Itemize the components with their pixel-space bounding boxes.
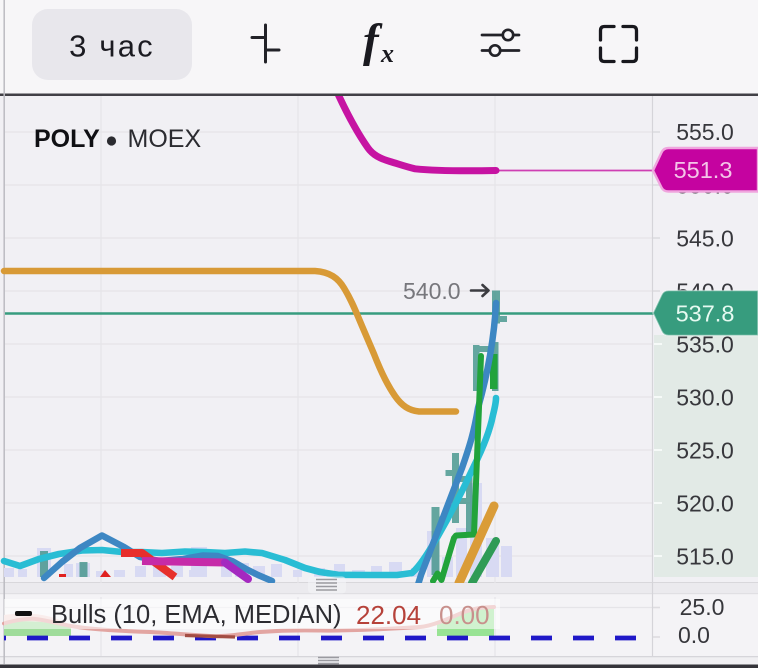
svg-text:555.0: 555.0 xyxy=(676,119,734,145)
svg-text:22.04: 22.04 xyxy=(356,600,421,630)
svg-text:Bulls (10, EMA, MEDIAN): Bulls (10, EMA, MEDIAN) xyxy=(51,601,341,629)
svg-text:f: f xyxy=(363,15,383,67)
svg-text:x: x xyxy=(380,39,394,68)
svg-text:530.0: 530.0 xyxy=(676,385,734,411)
svg-text:551.3: 551.3 xyxy=(674,157,733,183)
svg-text:545.0: 545.0 xyxy=(676,226,734,252)
svg-text:MOEX: MOEX xyxy=(128,125,202,153)
svg-text:0.00: 0.00 xyxy=(439,600,490,630)
svg-text:0.0: 0.0 xyxy=(678,622,710,648)
svg-text:537.8: 537.8 xyxy=(676,301,735,327)
svg-text:3 час: 3 час xyxy=(69,29,155,64)
svg-text:540.0: 540.0 xyxy=(403,278,461,304)
svg-text:POLY: POLY xyxy=(34,125,100,153)
svg-text:535.0: 535.0 xyxy=(676,332,734,358)
svg-text:520.0: 520.0 xyxy=(676,491,734,517)
svg-text:25.0: 25.0 xyxy=(680,594,725,620)
svg-text:525.0: 525.0 xyxy=(676,438,734,464)
svg-text:515.0: 515.0 xyxy=(676,544,734,570)
